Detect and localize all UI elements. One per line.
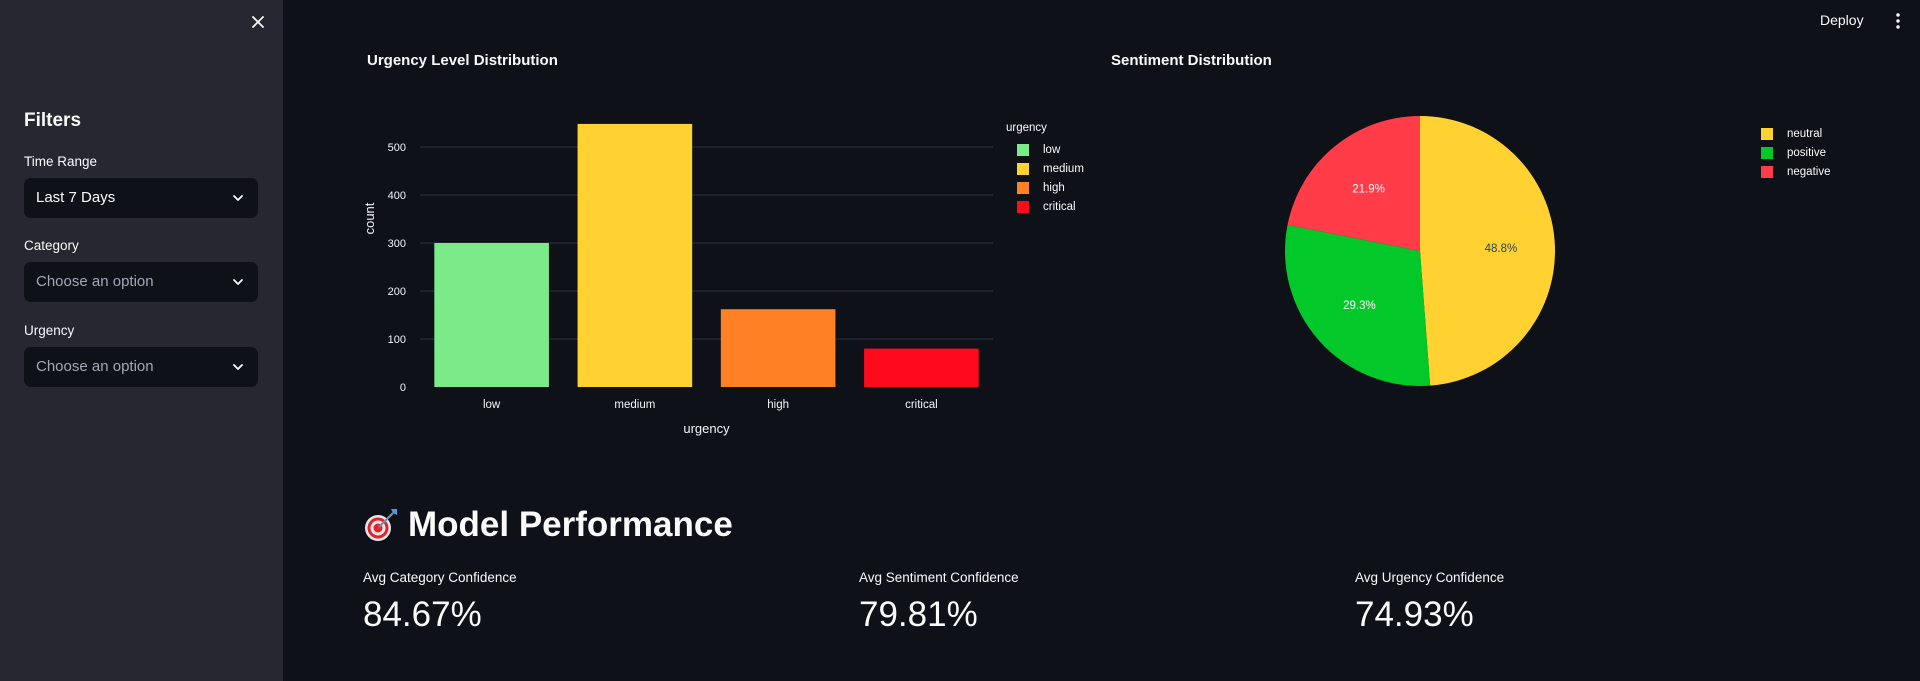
- y-tick-label: 300: [388, 238, 406, 250]
- metric-category-confidence: Avg Category Confidence 84.67%: [363, 570, 517, 635]
- bar-critical[interactable]: [864, 348, 979, 387]
- close-icon: [252, 16, 264, 28]
- urgency-bar-chart: 0 100 200 300 400 500 low medium high critical urg…: [362, 123, 993, 436]
- pie-slice-label: 29.3%: [1343, 300, 1376, 312]
- x-tick-label: low: [483, 399, 501, 411]
- legend-label: medium: [1043, 162, 1084, 175]
- close-sidebar-button[interactable]: [246, 10, 270, 34]
- legend-item-neutral[interactable]: neutral: [1761, 124, 1830, 143]
- chevron-down-icon: [233, 364, 243, 370]
- pie-slice-label: 21.9%: [1352, 183, 1385, 195]
- pie-slice-neutral[interactable]: [1420, 116, 1556, 386]
- legend-item-negative[interactable]: negative: [1761, 162, 1830, 181]
- pie-slice-positive[interactable]: [1285, 224, 1431, 386]
- legend-title: urgency: [1006, 122, 1047, 134]
- legend-item-positive[interactable]: positive: [1761, 143, 1830, 162]
- legend-swatch: [1017, 162, 1029, 175]
- time-range-select[interactable]: Last 7 Days: [24, 178, 258, 218]
- sentiment-pie-chart: 48.8% 29.3% 21.9%: [1285, 116, 1556, 386]
- legend-swatch: [1017, 143, 1029, 156]
- category-placeholder: Choose an option: [36, 273, 154, 290]
- metric-label: Avg Urgency Confidence: [1355, 570, 1505, 585]
- metric-label: Avg Category Confidence: [363, 570, 517, 585]
- main-menu-button[interactable]: [1890, 12, 1906, 30]
- target-icon: [365, 509, 397, 541]
- more-vertical-icon: [1896, 13, 1900, 29]
- y-tick-label: 100: [388, 334, 406, 346]
- metric-value: 74.93%: [1355, 595, 1474, 634]
- pie-slice-label: 48.8%: [1485, 243, 1518, 255]
- time-range-value: Last 7 Days: [36, 189, 116, 206]
- legend-label: negative: [1787, 165, 1831, 178]
- deploy-button[interactable]: Deploy: [1820, 12, 1864, 28]
- legend-label: low: [1043, 143, 1061, 156]
- y-tick-label: 400: [388, 190, 406, 202]
- x-tick-label: medium: [614, 399, 655, 411]
- x-tick-label: high: [767, 399, 789, 411]
- category-select[interactable]: Choose an option: [24, 262, 258, 302]
- legend-label: positive: [1787, 146, 1826, 159]
- legend-swatch: [1017, 181, 1029, 194]
- chevron-down-icon: [233, 195, 243, 201]
- sentiment-chart-title: Sentiment Distribution: [1111, 52, 1272, 69]
- bar-high[interactable]: [720, 309, 836, 387]
- legend-swatch: [1761, 127, 1773, 140]
- legend-item-high[interactable]: high: [1006, 178, 1084, 197]
- legend-label: high: [1043, 181, 1065, 194]
- metric-urgency-confidence: Avg Urgency Confidence 74.93%: [1355, 570, 1504, 635]
- chevron-down-icon: [233, 279, 243, 285]
- sidebar-title: Filters: [24, 110, 82, 131]
- legend-item-critical[interactable]: critical: [1006, 197, 1084, 216]
- urgency-placeholder: Choose an option: [36, 358, 154, 375]
- model-performance-heading: Model Performance: [362, 505, 733, 545]
- category-label: Category: [24, 238, 79, 253]
- metric-sentiment-confidence: Avg Sentiment Confidence 79.81%: [859, 570, 1019, 635]
- sentiment-legend: neutral positive negative: [1761, 124, 1830, 181]
- sidebar: Filters Time Range Last 7 Days Category …: [0, 0, 283, 681]
- y-tick-label: 0: [400, 382, 406, 394]
- legend-item-medium[interactable]: medium: [1006, 159, 1084, 178]
- legend-label: neutral: [1787, 127, 1823, 140]
- urgency-chart-title: Urgency Level Distribution: [367, 52, 558, 69]
- urgency-select[interactable]: Choose an option: [24, 347, 258, 387]
- model-performance-title: Model Performance: [408, 505, 733, 544]
- y-tick-label: 200: [388, 286, 406, 298]
- time-range-label: Time Range: [24, 154, 98, 169]
- bar-medium[interactable]: [577, 123, 693, 388]
- y-axis-label: count: [362, 202, 377, 234]
- legend-label: critical: [1043, 200, 1076, 213]
- pie-slice-negative[interactable]: [1287, 116, 1420, 251]
- urgency-legend: urgency low medium high critical: [1006, 122, 1084, 216]
- x-axis-label: urgency: [683, 421, 730, 436]
- legend-item-low[interactable]: low: [1006, 140, 1084, 159]
- x-tick-label: critical: [905, 399, 938, 411]
- legend-swatch: [1761, 165, 1773, 178]
- metric-value: 84.67%: [363, 595, 482, 634]
- legend-swatch: [1017, 200, 1029, 213]
- metric-label: Avg Sentiment Confidence: [859, 570, 1019, 585]
- metric-value: 79.81%: [859, 595, 978, 634]
- y-tick-label: 500: [388, 142, 406, 154]
- bar-low[interactable]: [434, 242, 549, 387]
- urgency-label: Urgency: [24, 323, 75, 338]
- legend-swatch: [1761, 146, 1773, 159]
